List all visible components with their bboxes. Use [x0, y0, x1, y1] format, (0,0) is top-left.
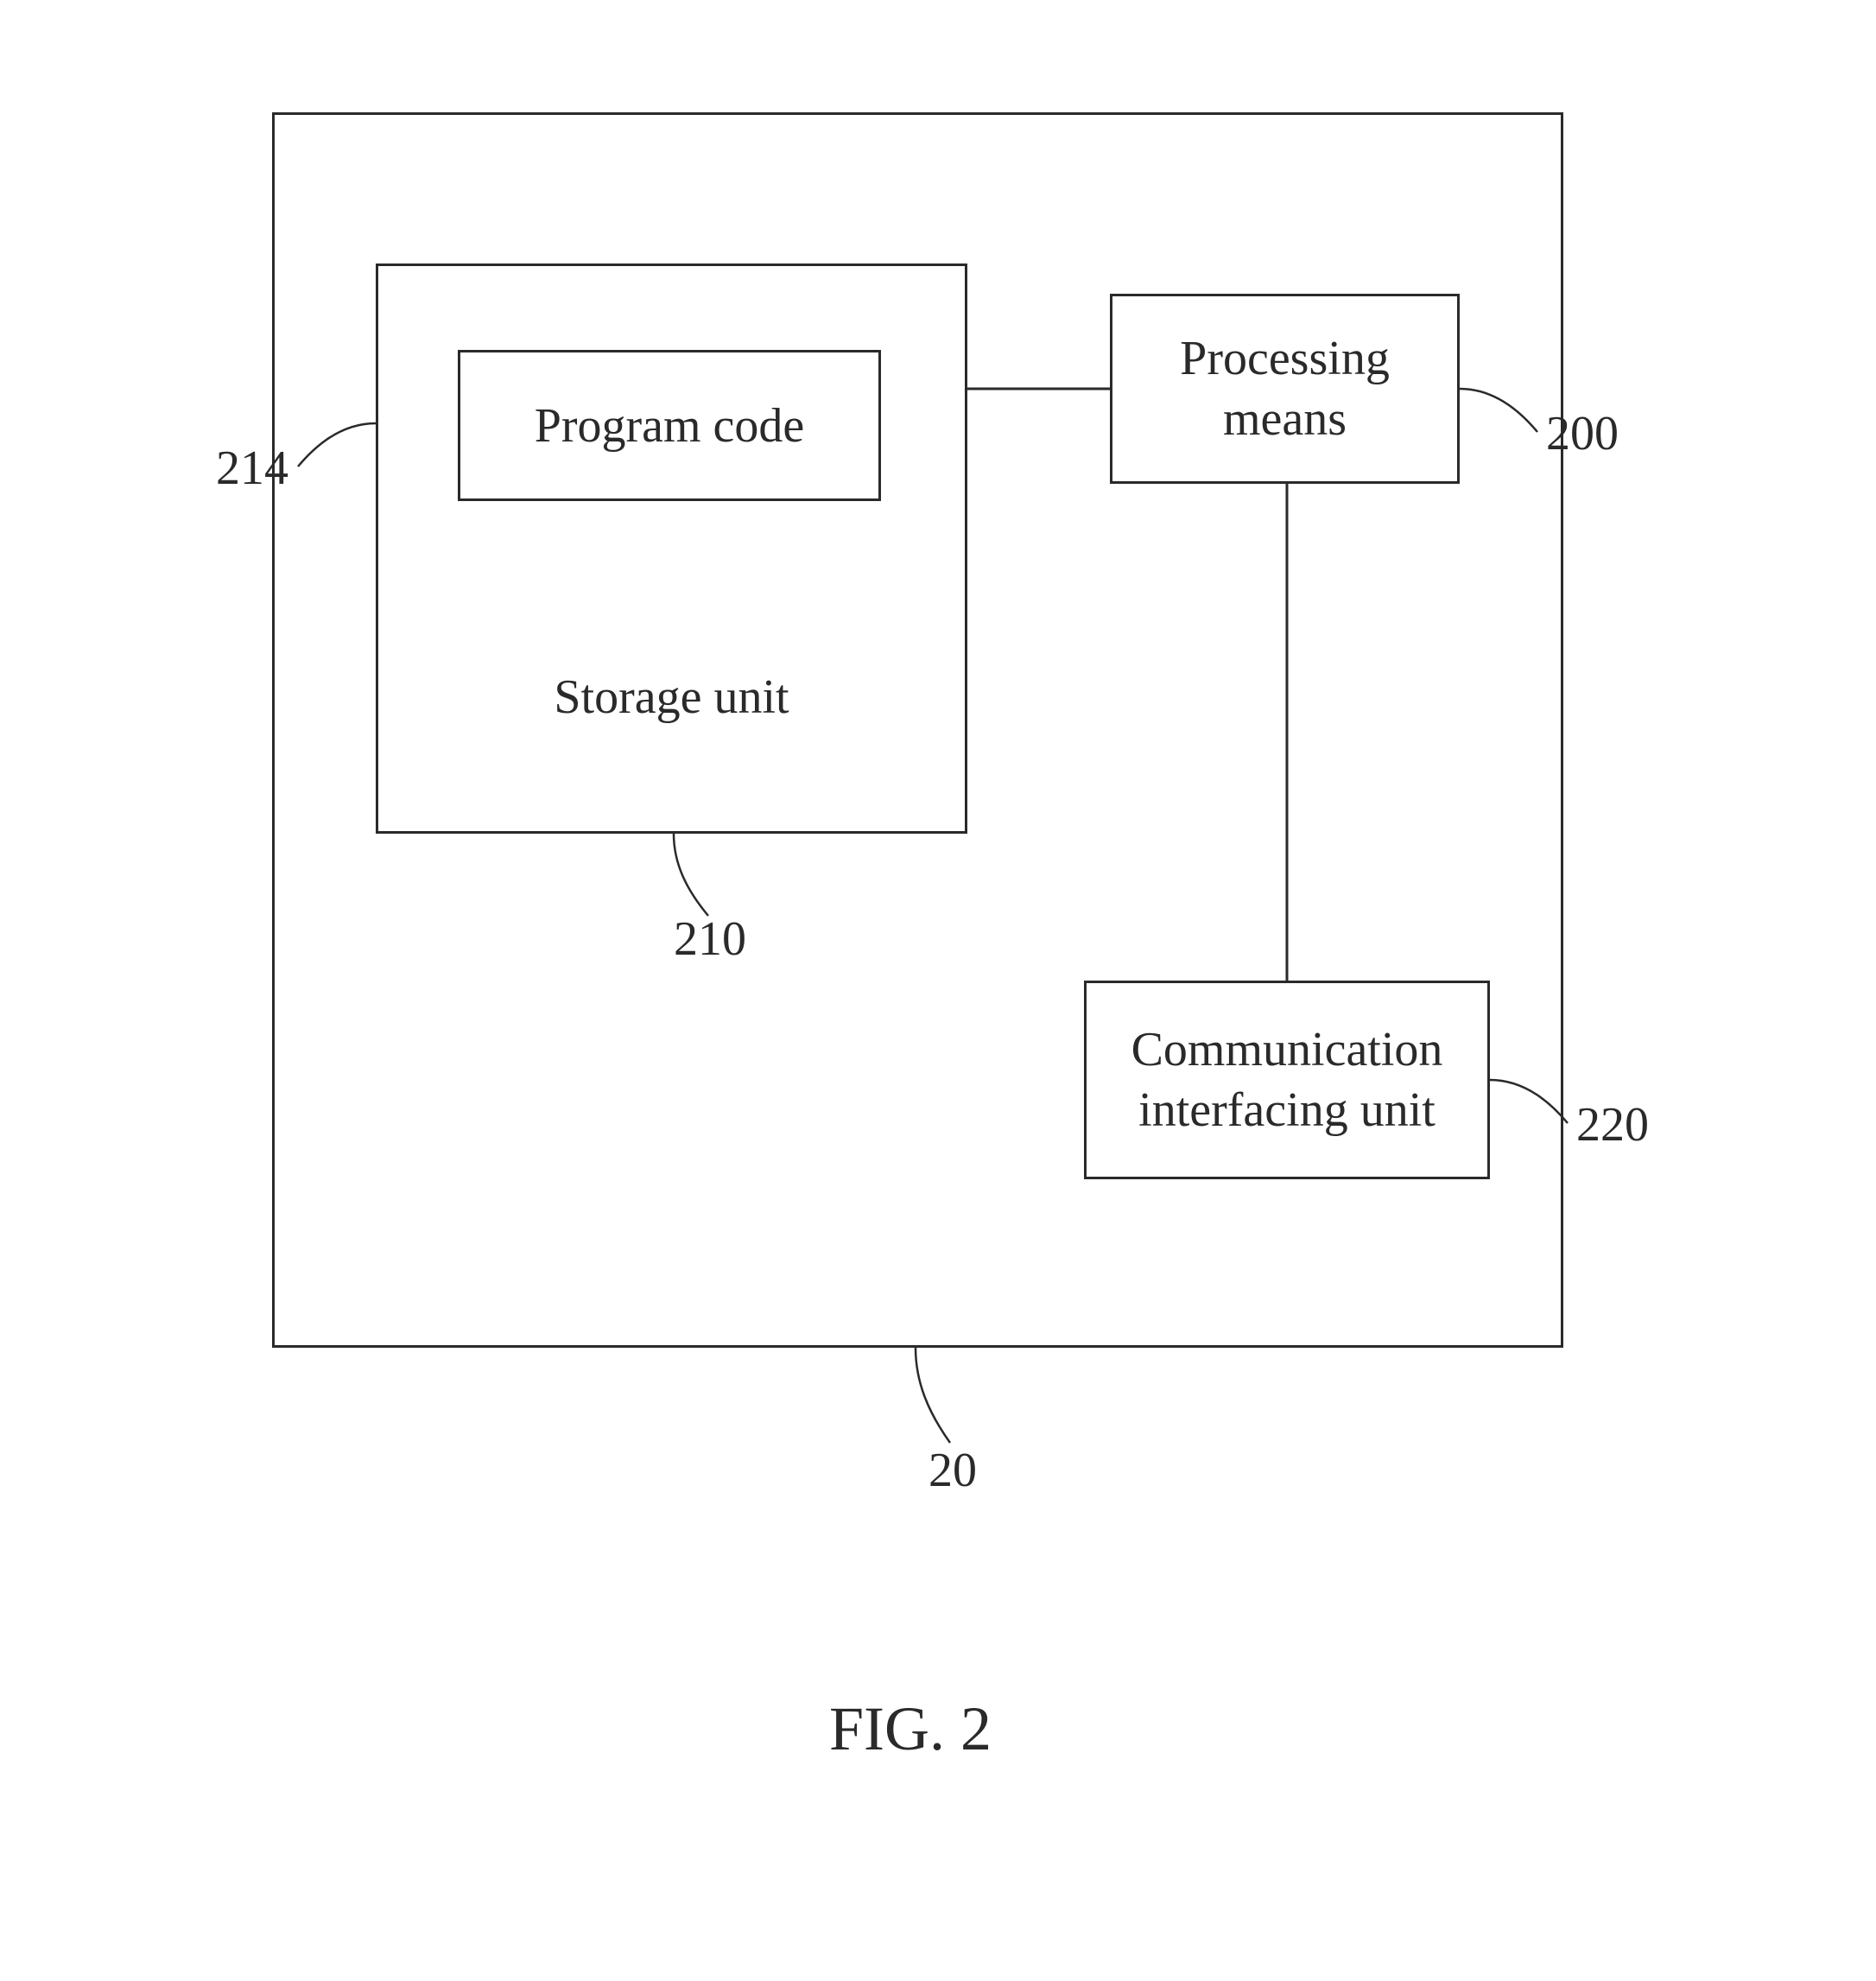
figure-caption: FIG. 2 — [829, 1693, 992, 1765]
leader-20 — [916, 1348, 950, 1443]
program-code-box: Program code — [458, 350, 881, 501]
storage-unit-box: Storage unit — [376, 263, 967, 834]
ref-214: 214 — [216, 441, 288, 496]
communication-unit-label: Communication interfacing unit — [1131, 1019, 1443, 1140]
program-code-label: Program code — [535, 396, 805, 456]
figure-canvas: Storage unit Program code Processing mea… — [0, 0, 1876, 1981]
ref-220: 220 — [1576, 1097, 1649, 1152]
ref-20: 20 — [928, 1443, 977, 1498]
communication-unit-box: Communication interfacing unit — [1084, 981, 1490, 1179]
processing-means-box: Processing means — [1110, 294, 1460, 484]
ref-210: 210 — [674, 911, 746, 967]
processing-means-label: Processing means — [1180, 328, 1390, 449]
storage-unit-label: Storage unit — [378, 667, 965, 727]
ref-200: 200 — [1546, 406, 1619, 461]
